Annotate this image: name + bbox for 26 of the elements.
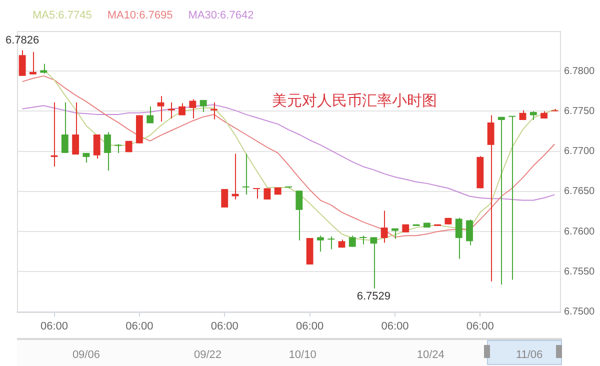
candlestick	[30, 51, 36, 75]
x-tick-label: 06:00	[210, 320, 238, 332]
y-tick-label: 6.7650	[564, 186, 596, 198]
x-tick-label: 06:00	[40, 320, 68, 332]
text: MA5:6.7745	[32, 10, 92, 22]
candlestick	[348, 235, 356, 248]
y-tick-label: 6.7750	[564, 106, 596, 117]
x-tick-label: 06:00	[126, 320, 154, 332]
candlestick	[146, 106, 154, 124]
x-tick-label: 06:00	[296, 320, 324, 332]
x-tick-label: 06:00	[381, 320, 409, 332]
y-tick-label: 6.7500	[564, 306, 596, 318]
text: MA30:6.7642	[188, 10, 254, 22]
navigator-slider: 09/06 09/22 10/10 10/24 11/06	[17, 338, 562, 366]
y-tick-label: 6.7600	[564, 226, 596, 238]
y-tick-label: 6.7700	[564, 146, 596, 158]
text: MA10:6.7695	[107, 10, 173, 22]
x-tick-label: 06:00	[466, 320, 494, 332]
candlestick	[423, 222, 430, 228]
text: 6.7529	[356, 290, 391, 303]
candlestick	[392, 228, 398, 240]
y-tick-label: 6.7550	[564, 266, 596, 278]
y-tick-label: 6.7800	[564, 66, 596, 77]
text: 美元对人民币汇率小时图	[272, 92, 438, 110]
candlestick	[316, 235, 324, 252]
text: 6.7826	[6, 34, 40, 46]
